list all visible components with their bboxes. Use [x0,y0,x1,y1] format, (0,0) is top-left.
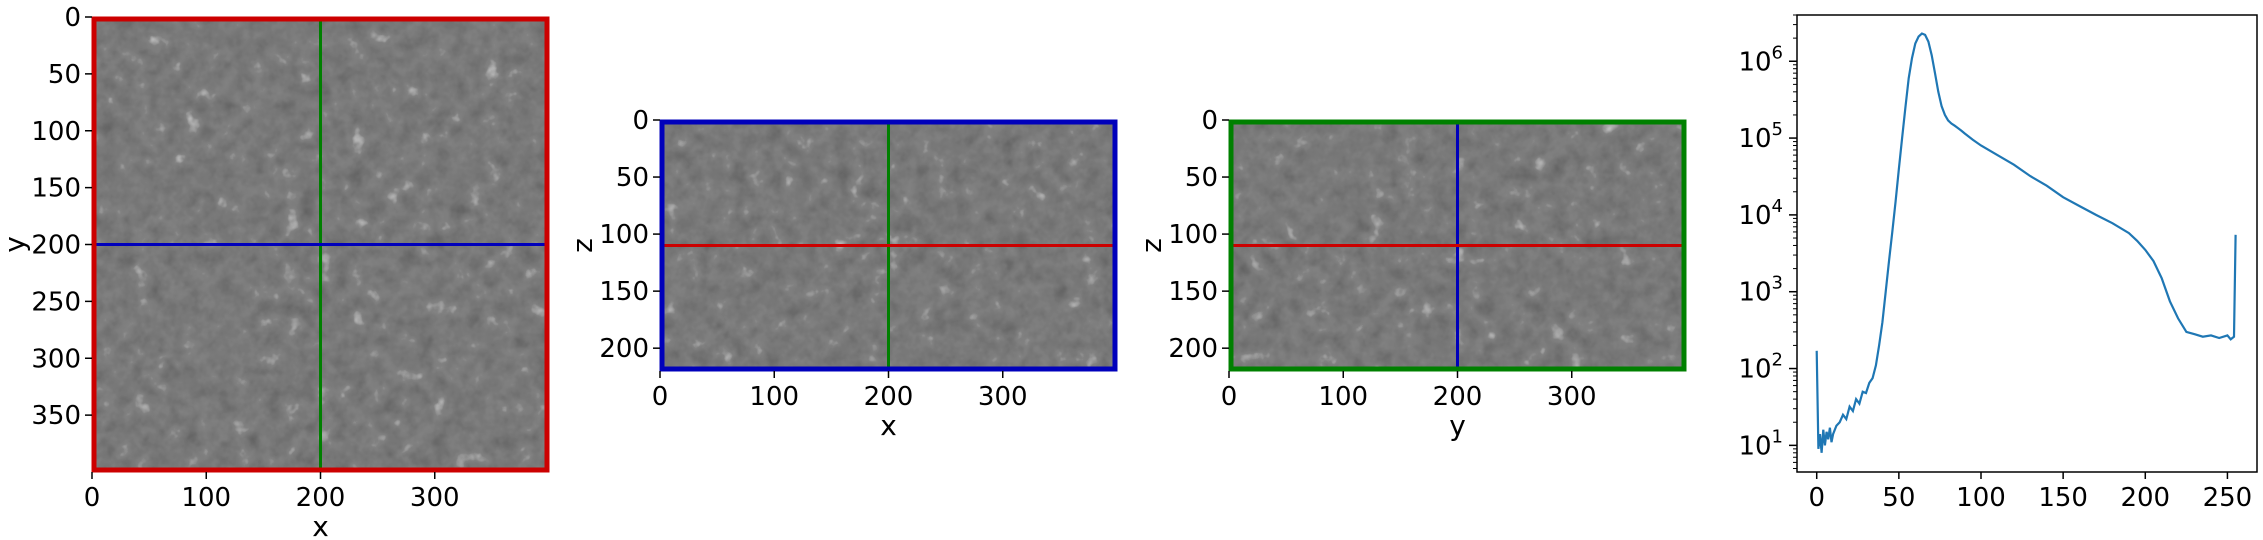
y-tick-label: 250 [31,287,81,317]
x-tick-label: 0 [1808,483,1825,513]
x-tick-label: 100 [1956,483,2006,513]
x-tick-label: 250 [2203,483,2253,513]
y-tick-label: 0 [1201,106,1218,136]
y-tick-label: 103 [1738,273,1783,308]
histogram-panel: 0 50 100 150 200 250 101 102 103 104 105 106 [1738,14,2258,513]
y-tick-label: 50 [48,60,81,90]
y-tick-label: 150 [31,174,81,204]
y-axis-label: y [0,236,31,253]
y-axis-label: z [566,238,599,253]
x-tick-label: 200 [1433,382,1483,412]
y-tick-label: 104 [1738,196,1783,231]
x-tick-label: 150 [2038,483,2088,513]
y-tick-label: 300 [31,344,81,374]
y-tick-label: 50 [616,163,649,193]
y-tick-label: 100 [1168,220,1218,250]
x-tick-label: 200 [864,382,914,412]
x-axis-label: x [312,510,329,540]
y-tick-label: 0 [64,3,81,33]
histogram-frame [1796,14,2258,473]
y-tick-label: 102 [1738,350,1783,385]
y-tick-label: 50 [1185,163,1218,193]
slice-panel-1: 0 100 200 300 0 50 100 150 200 250 300 350 x y [0,3,550,540]
x-tick-label: 300 [410,483,460,513]
y-tick-label: 100 [31,117,81,147]
y-tick-label: 150 [1168,277,1218,307]
x-tick-label: 0 [1221,382,1238,412]
y-tick-label: 350 [31,401,81,431]
y-tick-label: 100 [599,220,649,250]
slice-frame [1228,119,1687,372]
x-axis-label: x [880,409,897,442]
histogram-series-line [1815,32,2237,453]
x-tick-label: 300 [1547,382,1597,412]
x-tick-label: 50 [1882,483,1915,513]
x-tick-label: 100 [181,483,231,513]
y-tick-label: 150 [599,277,649,307]
y-tick-label: 101 [1738,426,1783,461]
slice-frame [659,119,1118,372]
x-tick-label: 200 [296,483,346,513]
y-tick-label: 106 [1738,42,1783,77]
y-tick-label: 105 [1738,119,1783,154]
x-tick-label: 100 [749,382,799,412]
y-tick-label: 200 [599,334,649,364]
x-tick-label: 100 [1318,382,1368,412]
x-tick-label: 0 [84,483,101,513]
y-tick-label: 200 [31,231,81,261]
x-axis-label: y [1449,409,1466,442]
y-axis-label: z [1135,238,1168,253]
x-tick-label: 300 [978,382,1028,412]
x-tick-label: 200 [2120,483,2170,513]
y-tick-label: 0 [632,106,649,136]
y-tick-label: 200 [1168,334,1218,364]
slice-frame [91,16,550,473]
x-tick-label: 0 [652,382,669,412]
